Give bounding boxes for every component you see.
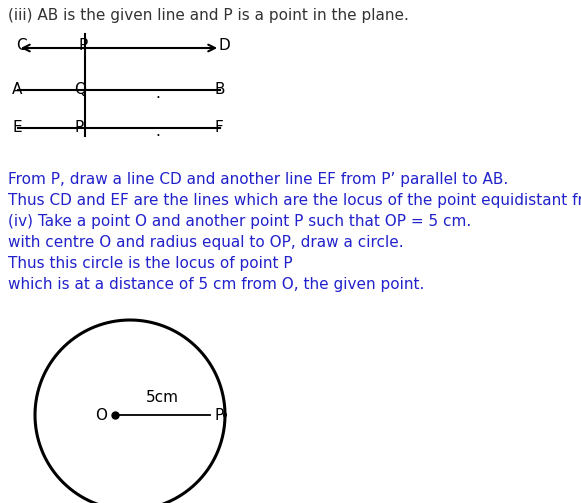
Text: .: .: [155, 86, 160, 101]
Text: E: E: [12, 120, 21, 135]
Text: Q: Q: [74, 82, 86, 97]
Text: P: P: [214, 407, 223, 423]
Text: D: D: [218, 38, 229, 53]
Text: Thus CD and EF are the lines which are the locus of the point equidistant from A: Thus CD and EF are the lines which are t…: [8, 193, 581, 208]
Text: which is at a distance of 5 cm from O, the given point.: which is at a distance of 5 cm from O, t…: [8, 277, 424, 292]
Text: F: F: [215, 120, 224, 135]
Text: A: A: [12, 82, 23, 97]
Text: with centre O and radius equal to OP, draw a circle.: with centre O and radius equal to OP, dr…: [8, 235, 404, 250]
Text: From P, draw a line CD and another line EF from P’ parallel to AB.: From P, draw a line CD and another line …: [8, 172, 508, 187]
Text: Thus this circle is the locus of point P: Thus this circle is the locus of point P: [8, 256, 293, 271]
Text: B: B: [215, 82, 225, 97]
Text: P': P': [74, 120, 88, 135]
Text: O: O: [95, 407, 107, 423]
Text: (iv) Take a point O and another point P such that OP = 5 cm.: (iv) Take a point O and another point P …: [8, 214, 471, 229]
Text: 5cm: 5cm: [146, 390, 179, 405]
Text: P: P: [78, 38, 87, 53]
Text: .: .: [155, 124, 160, 139]
Text: C: C: [16, 38, 27, 53]
Text: (iii) AB is the given line and P is a point in the plane.: (iii) AB is the given line and P is a po…: [8, 8, 409, 23]
